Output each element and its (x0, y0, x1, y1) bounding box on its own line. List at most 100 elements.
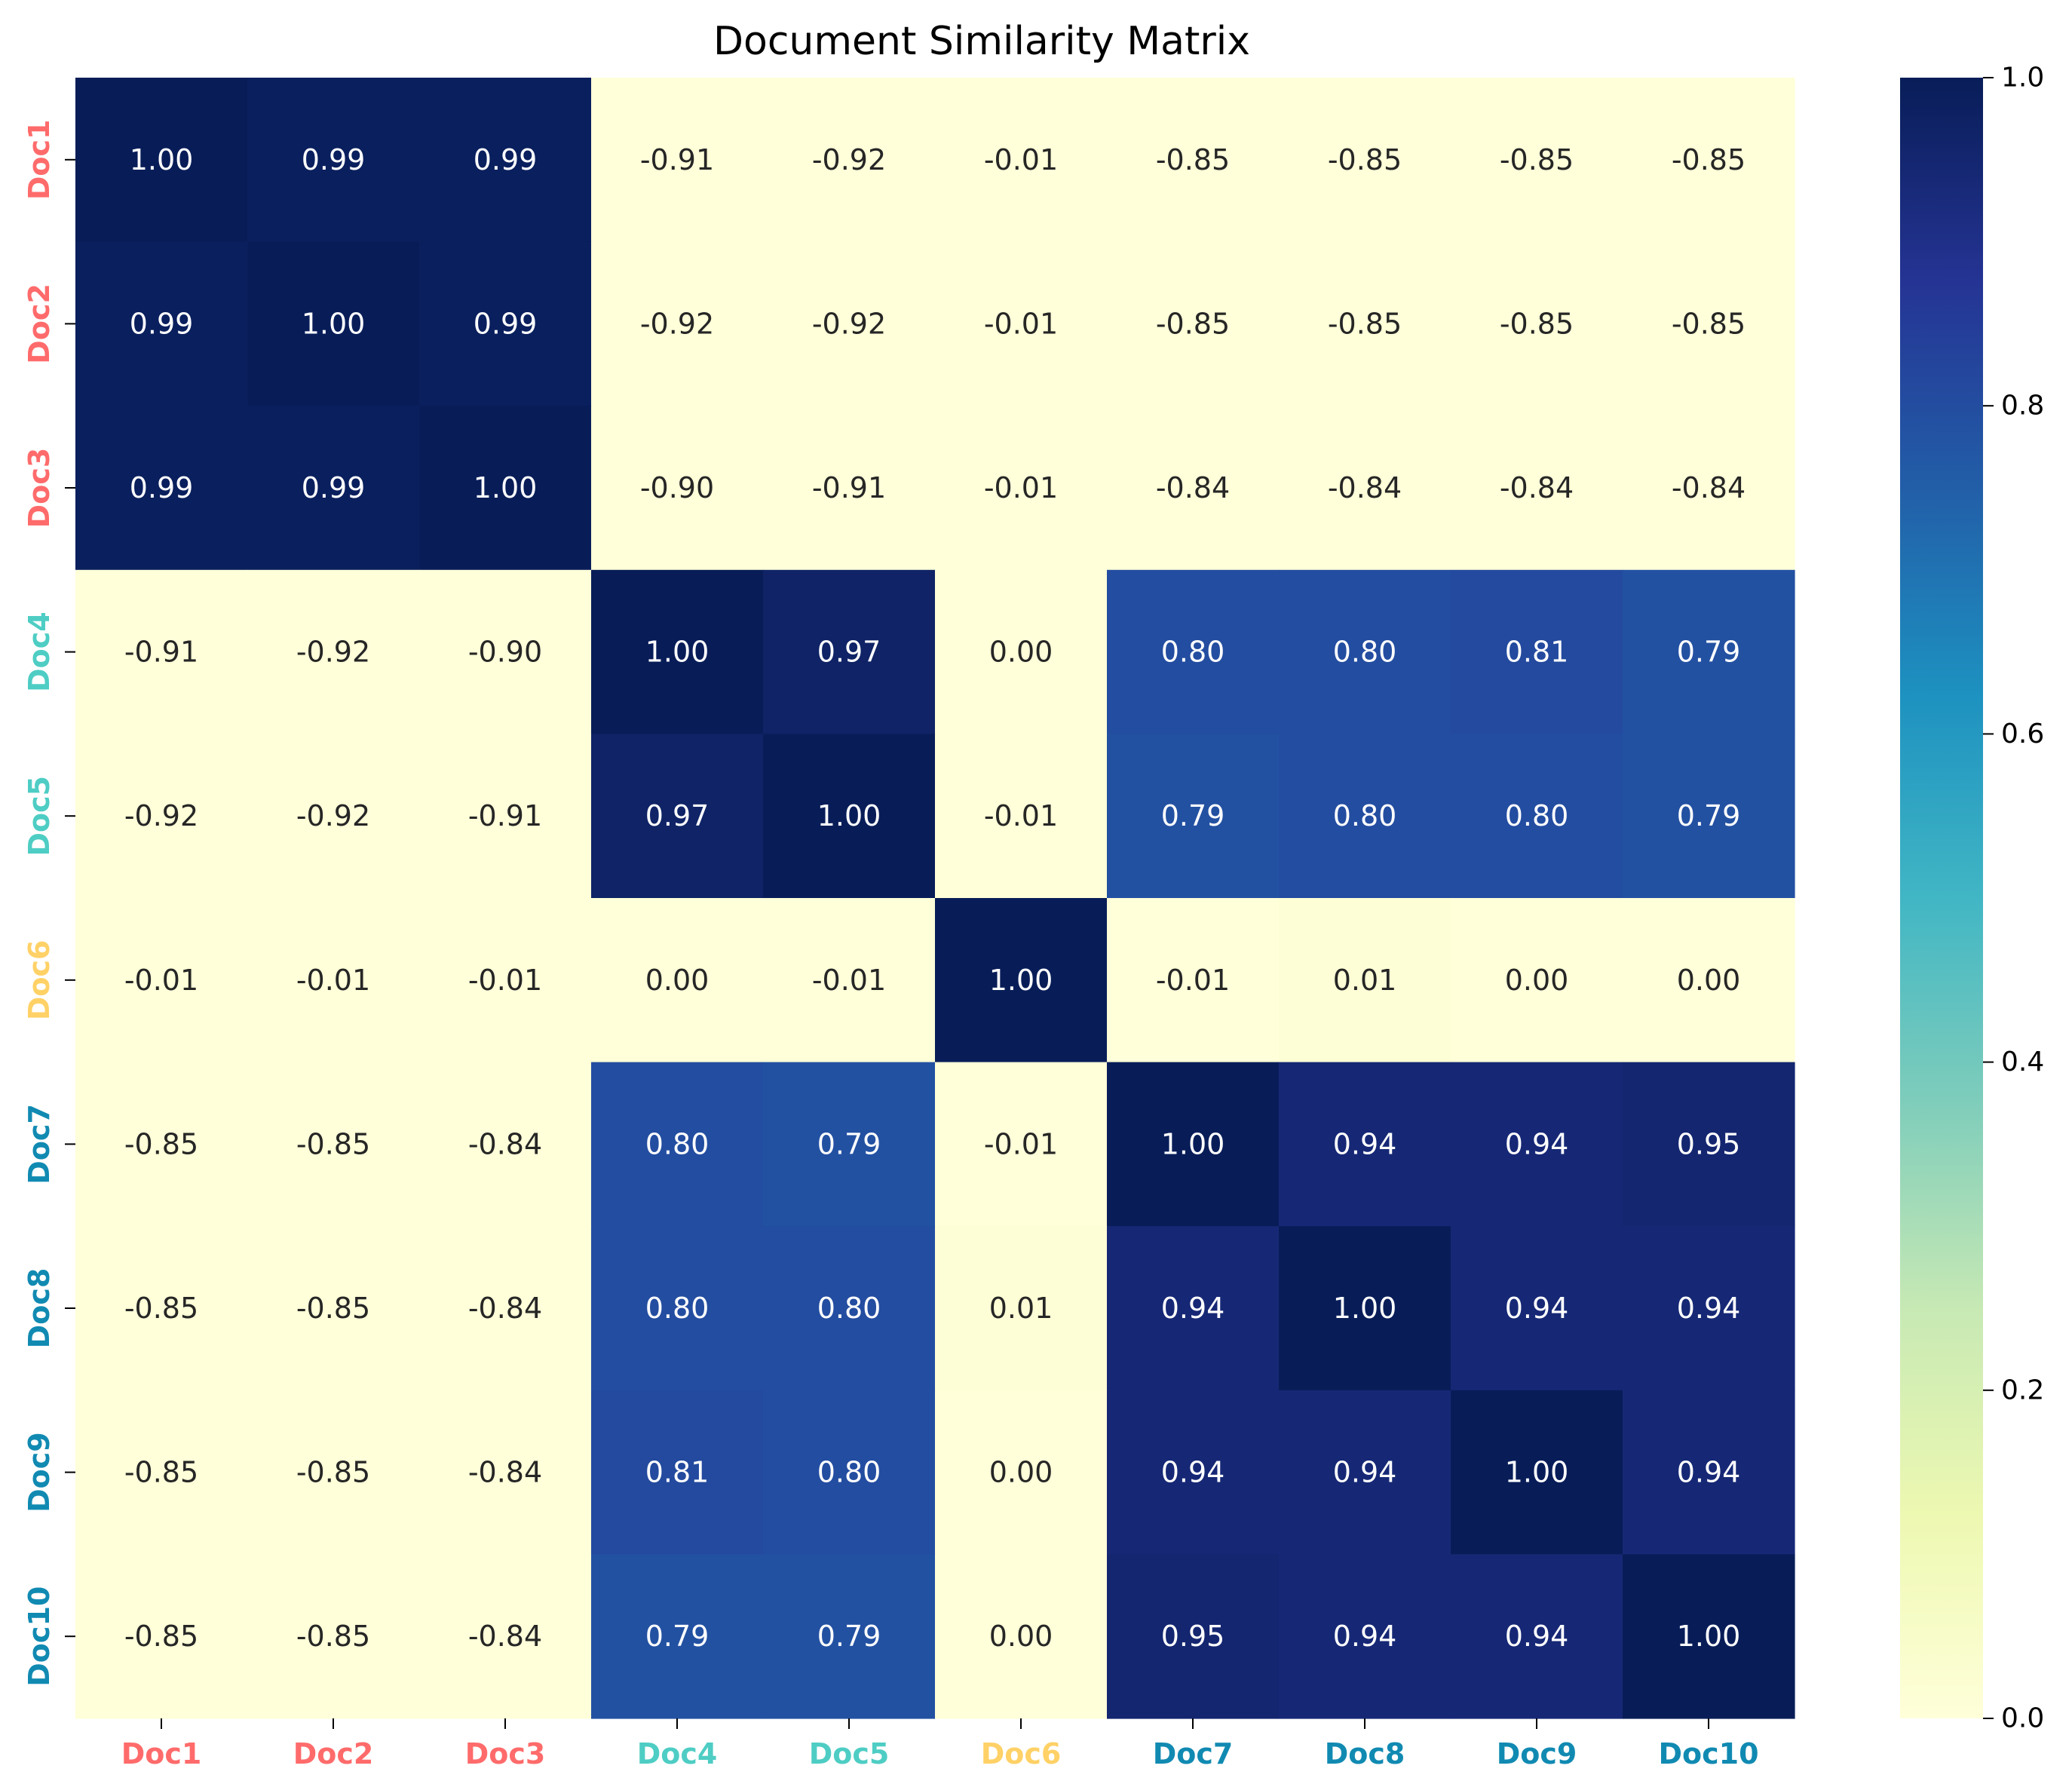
cell-value-label: -0.92 (812, 307, 886, 340)
cell-value-label: 0.81 (1505, 636, 1569, 669)
heatmap-cell (935, 1226, 1108, 1391)
heatmap-cell (763, 78, 936, 243)
cell-value-label: 0.80 (645, 1292, 710, 1325)
cell-value-label: 0.94 (1333, 1456, 1397, 1489)
heatmap-cell (591, 734, 764, 899)
cell-value-label: 0.00 (1505, 964, 1569, 997)
heatmap-cell (419, 1390, 592, 1555)
cell-value-label: 0.97 (645, 799, 710, 832)
heatmap-cell (1107, 1226, 1280, 1391)
heatmap-cell (591, 1390, 764, 1555)
heatmap-cell (419, 1554, 592, 1719)
cell-value-label: -0.85 (124, 1456, 198, 1489)
heatmap-cell (75, 1226, 248, 1391)
cell-value-label: 0.00 (989, 1620, 1053, 1653)
cell-value-label: -0.01 (984, 143, 1058, 176)
cell-value-label: -0.91 (812, 471, 886, 504)
cell-value-label: 0.00 (989, 636, 1053, 669)
cell-value-label: -0.85 (1156, 307, 1230, 340)
heatmap-cell (247, 734, 420, 899)
colorbar-tick-label: 1.0 (2001, 63, 2044, 93)
heatmap-cell (763, 898, 936, 1063)
heatmap-cell (1451, 1226, 1623, 1391)
cell-value-label: 0.80 (645, 1127, 710, 1160)
cell-value-label: 0.79 (645, 1620, 710, 1653)
x-tick-label: Doc9 (1497, 1737, 1577, 1770)
heatmap-cell (419, 241, 592, 406)
heatmap-cell (763, 1226, 936, 1391)
cell-value-label: -0.91 (124, 636, 198, 669)
heatmap-cell (935, 241, 1108, 406)
heatmap-cell (1107, 734, 1280, 899)
heatmap-cell (1623, 78, 1795, 243)
heatmap-cell (935, 406, 1108, 571)
heatmap-cell (591, 406, 764, 571)
cell-value-label: -0.85 (124, 1620, 198, 1653)
heatmap-cell (591, 898, 764, 1063)
colorbar-tick-label: 0.8 (2001, 391, 2044, 421)
heatmap-cell (1451, 734, 1623, 899)
heatmap-cell (75, 1390, 248, 1555)
cell-value-label: 0.79 (817, 1620, 881, 1653)
cell-value-label: 0.94 (1333, 1127, 1397, 1160)
cell-value-label: 0.95 (1677, 1127, 1741, 1160)
cell-value-label: -0.92 (296, 636, 370, 669)
cell-value-label: -0.01 (984, 799, 1058, 832)
heatmap-cell (1279, 1554, 1451, 1719)
cell-value-label: 1.00 (1161, 1127, 1225, 1160)
heatmap-cell (935, 1062, 1108, 1227)
heatmap-cell (1451, 241, 1623, 406)
heatmap-cell (1623, 1226, 1795, 1391)
cell-value-label: 0.79 (1677, 636, 1741, 669)
heatmap-cell (247, 1226, 420, 1391)
x-tick-label: Doc5 (809, 1737, 890, 1770)
heatmap-cell (1623, 406, 1795, 571)
cell-value-label: 1.00 (645, 636, 710, 669)
cell-value-label: -0.85 (1500, 307, 1574, 340)
cell-value-label: -0.92 (812, 143, 886, 176)
cell-value-label: 1.00 (1677, 1620, 1741, 1653)
heatmap-cell (75, 1554, 248, 1719)
cell-value-label: -0.85 (296, 1620, 370, 1653)
heatmap-cell (75, 569, 248, 734)
cell-value-label: -0.85 (124, 1127, 198, 1160)
cell-value-label: -0.01 (468, 964, 542, 997)
colorbar-gradient (1900, 78, 1983, 1718)
heatmap-cell (763, 1554, 936, 1719)
cell-value-label: 0.94 (1677, 1456, 1741, 1489)
cell-value-label: 0.00 (645, 964, 710, 997)
cell-value-label: 0.94 (1505, 1620, 1569, 1653)
cell-value-label: 0.99 (130, 307, 194, 340)
cell-value-label: 1.00 (1505, 1456, 1569, 1489)
cell-value-label: 0.95 (1161, 1620, 1225, 1653)
y-tick-label: Doc10 (23, 1586, 56, 1687)
cell-value-label: 0.80 (1505, 799, 1569, 832)
heatmap-cell (763, 406, 936, 571)
cell-value-label: -0.84 (468, 1292, 542, 1325)
cell-value-label: 0.80 (817, 1456, 881, 1489)
heatmap-cell (247, 78, 420, 243)
heatmap-cell (1279, 78, 1451, 243)
cell-value-label: -0.92 (296, 799, 370, 832)
cell-value-label: 0.99 (130, 471, 194, 504)
cell-value-label: 0.79 (1677, 799, 1741, 832)
y-tick-label: Doc7 (23, 1104, 56, 1185)
heatmap-cell (419, 898, 592, 1063)
cell-value-label: -0.01 (1156, 964, 1230, 997)
heatmap-cell (591, 569, 764, 734)
heatmap-cell (75, 406, 248, 571)
heatmap-cell (1279, 406, 1451, 571)
cell-value-label: 0.79 (1161, 799, 1225, 832)
cell-value-label: -0.85 (124, 1292, 198, 1325)
heatmap-cell (935, 734, 1108, 899)
x-tick-label: Doc2 (293, 1737, 374, 1770)
heatmap-cell (935, 78, 1108, 243)
heatmap-cell (1451, 1554, 1623, 1719)
heatmap-cell (1107, 1554, 1280, 1719)
heatmap-cell (935, 1554, 1108, 1719)
heatmap-cell (1107, 569, 1280, 734)
x-tick-label: Doc7 (1153, 1737, 1234, 1770)
y-axis: Doc1 Doc2 Doc3 Doc4 Doc5 Doc6 Doc7 Doc8 Doc9 Doc1… (23, 119, 75, 1687)
y-tick-label: Doc5 (23, 776, 56, 857)
